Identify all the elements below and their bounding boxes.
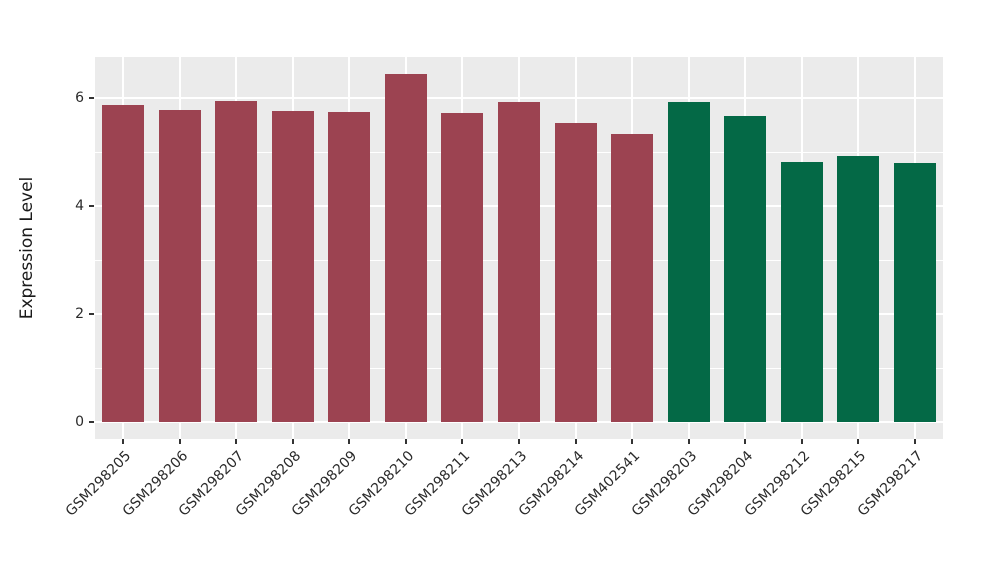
bar-GSM298206 (158, 109, 201, 423)
bar-GSM298209 (328, 112, 371, 423)
x-tick-mark (235, 439, 238, 444)
x-tick-mark (800, 439, 803, 444)
bar-GSM298203 (667, 102, 710, 423)
y-tick-mark (89, 421, 94, 424)
bar-GSM298204 (724, 115, 767, 423)
x-tick-label-GSM298214: GSM298214 (515, 448, 587, 520)
y-tick-mark (89, 97, 94, 100)
x-tick-mark (404, 439, 407, 444)
x-tick-label-GSM298215: GSM298215 (797, 448, 870, 520)
x-tick-mark (122, 439, 125, 444)
bar-GSM298217 (893, 163, 936, 423)
y-tick-label: 0 (75, 414, 84, 431)
bar-GSM298211 (441, 112, 484, 423)
y-tick-label: 4 (75, 198, 84, 215)
x-tick-label-GSM298208: GSM298208 (232, 448, 305, 520)
bar-GSM298205 (102, 105, 145, 423)
bar-GSM298215 (837, 156, 880, 423)
bar-GSM298213 (498, 101, 540, 423)
y-tick-label: 2 (75, 306, 84, 323)
x-tick-label-GSM298206: GSM298206 (119, 448, 192, 520)
x-tick-label-GSM298213: GSM298213 (458, 448, 531, 520)
bar-GSM298214 (554, 123, 597, 423)
x-tick-label-GSM298204: GSM298204 (684, 448, 757, 520)
x-tick-mark (857, 439, 860, 444)
bar-GSM402541 (611, 134, 654, 423)
plot-area (95, 57, 943, 439)
x-tick-mark (178, 439, 181, 444)
y-tick-mark (89, 313, 94, 316)
x-tick-label-GSM298205: GSM298205 (62, 448, 135, 520)
bar-GSM298210 (384, 73, 427, 423)
bar-GSM298208 (271, 111, 314, 423)
y-axis-title: Expression Level (17, 176, 37, 320)
x-tick-mark (744, 439, 747, 444)
bar-GSM298212 (780, 162, 823, 423)
y-tick-label: 6 (75, 90, 84, 107)
x-tick-mark (348, 439, 351, 444)
x-tick-mark (518, 439, 520, 444)
x-tick-mark (687, 439, 690, 444)
x-tick-mark (461, 439, 464, 444)
x-tick-mark (574, 439, 577, 444)
x-tick-label-GSM298217: GSM298217 (854, 448, 927, 520)
x-tick-label-GSM298210: GSM298210 (345, 448, 418, 520)
y-tick-mark (89, 205, 94, 208)
x-tick-label-GSM298212: GSM298212 (741, 448, 813, 520)
x-tick-mark (631, 439, 634, 444)
x-tick-label-GSM298209: GSM298209 (289, 448, 361, 520)
x-tick-label-GSM298211: GSM298211 (402, 448, 474, 520)
bar-GSM298207 (215, 101, 258, 423)
x-tick-label-GSM298207: GSM298207 (176, 448, 248, 520)
x-tick-mark (913, 439, 916, 444)
x-tick-label-GSM402541: GSM402541 (571, 448, 644, 520)
x-tick-label-GSM298203: GSM298203 (628, 448, 700, 520)
x-tick-mark (291, 439, 294, 444)
